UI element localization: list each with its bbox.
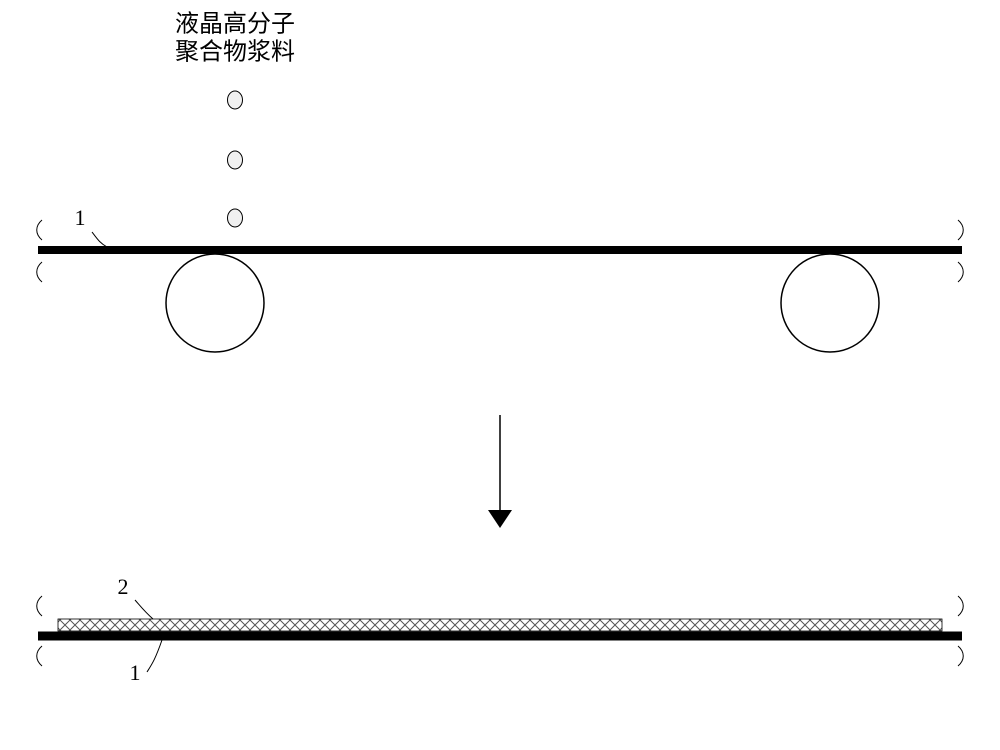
leader-2 [135, 600, 153, 619]
droplet-1 [228, 91, 243, 109]
title-line-1: 液晶高分子 [175, 11, 295, 38]
break-mark [37, 596, 42, 616]
roller-2 [781, 254, 879, 352]
droplet-2 [228, 151, 243, 169]
callout-1-bottom: 1 [130, 660, 141, 685]
droplet-3 [228, 209, 243, 227]
break-mark [958, 596, 963, 616]
roller-1 [166, 254, 264, 352]
break-mark [958, 646, 963, 666]
break-mark [37, 220, 42, 240]
process-arrow-head [488, 510, 512, 528]
break-mark [958, 262, 963, 282]
leader-1-bottom [147, 640, 162, 672]
break-mark [958, 220, 963, 240]
break-mark [37, 262, 42, 282]
callout-2: 2 [118, 574, 129, 599]
callout-1-top: 1 [75, 205, 86, 230]
leader-1-top [92, 232, 107, 247]
title-line-2: 聚合物浆料 [175, 39, 295, 66]
break-mark [37, 646, 42, 666]
